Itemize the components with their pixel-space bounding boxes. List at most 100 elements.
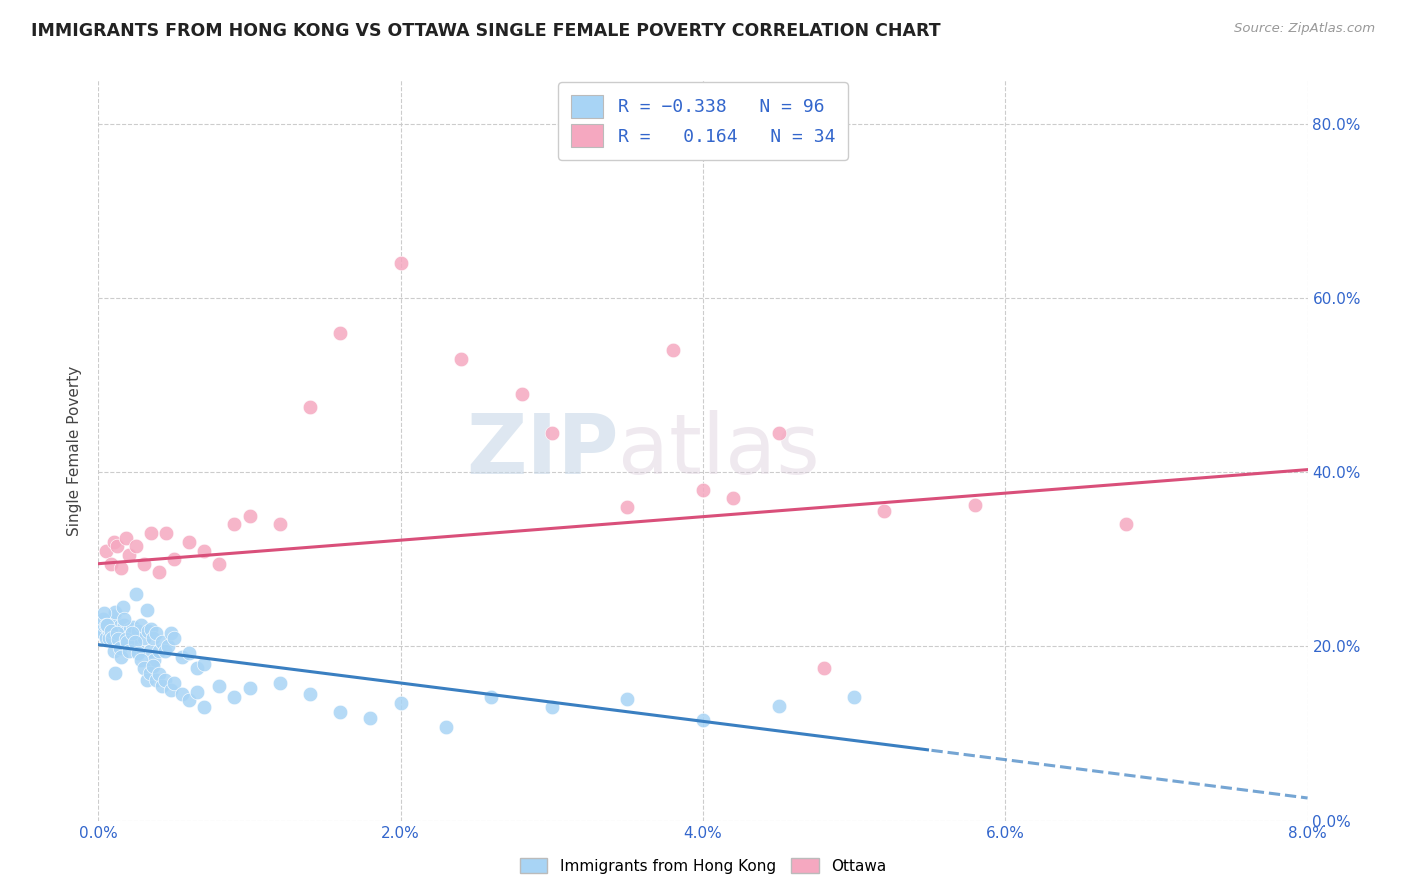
Point (96, 613, 118, 627)
Point (114, 632, 136, 647)
Point (239, 508, 262, 523)
Point (186, 661, 208, 675)
Point (110, 632, 132, 647)
Text: IMMIGRANTS FROM HONG KONG VS OTTAWA SINGLE FEMALE POVERTY CORRELATION CHART: IMMIGRANTS FROM HONG KONG VS OTTAWA SING… (31, 22, 941, 40)
Point (125, 587, 148, 601)
Point (389, 256, 412, 270)
Point (163, 552, 186, 566)
Point (170, 687, 193, 701)
Point (115, 635, 138, 649)
Point (101, 631, 124, 645)
Point (142, 658, 165, 673)
Point (179, 535, 201, 549)
Point (105, 626, 128, 640)
Point (142, 631, 165, 645)
Point (118, 644, 141, 658)
Point (155, 526, 177, 541)
Point (145, 673, 167, 687)
Point (141, 526, 163, 541)
Point (118, 631, 141, 645)
Point (329, 705, 352, 719)
Point (141, 622, 163, 636)
Point (101, 615, 124, 629)
Point (692, 714, 714, 728)
Point (96, 617, 118, 632)
Point (93, 617, 115, 632)
Point (224, 517, 246, 532)
Point (135, 603, 157, 617)
Point (121, 626, 143, 640)
Point (91, 626, 114, 640)
Point (389, 696, 412, 710)
Point (768, 698, 790, 713)
Point (114, 624, 136, 638)
Point (1115, 517, 1137, 532)
Point (616, 500, 638, 514)
Point (104, 605, 127, 619)
Point (100, 624, 122, 638)
Point (124, 631, 146, 645)
Point (360, 711, 382, 725)
Y-axis label: Single Female Poverty: Single Female Poverty (67, 366, 83, 535)
Point (127, 647, 149, 661)
Point (434, 720, 457, 734)
Point (135, 673, 157, 687)
Point (94, 617, 117, 632)
Point (148, 644, 170, 658)
Point (105, 624, 128, 638)
Point (129, 652, 152, 666)
Point (121, 626, 143, 640)
Point (481, 690, 503, 704)
Point (115, 635, 138, 649)
Point (239, 681, 262, 696)
Point (112, 617, 135, 632)
Point (661, 343, 683, 358)
Point (105, 539, 128, 553)
Point (224, 690, 246, 704)
Point (179, 647, 201, 661)
Point (540, 425, 562, 440)
Point (208, 557, 231, 571)
Point (145, 626, 167, 640)
Point (616, 691, 638, 706)
Point (120, 622, 142, 636)
Point (510, 387, 533, 401)
Point (153, 644, 176, 658)
Point (112, 611, 135, 625)
Point (692, 483, 714, 497)
Point (139, 665, 162, 680)
Point (873, 504, 896, 518)
Point (132, 631, 155, 645)
Point (124, 635, 146, 649)
Point (163, 676, 186, 690)
Point (139, 644, 162, 658)
Point (118, 548, 141, 562)
Point (94, 631, 117, 645)
Legend: Immigrants from Hong Kong, Ottawa: Immigrants from Hong Kong, Ottawa (513, 852, 893, 880)
Point (160, 626, 183, 640)
Point (122, 620, 145, 634)
Point (136, 624, 159, 638)
Point (150, 679, 173, 693)
Point (100, 557, 122, 571)
Point (98, 631, 121, 645)
Point (148, 566, 170, 580)
Text: Source: ZipAtlas.com: Source: ZipAtlas.com (1234, 22, 1375, 36)
Point (723, 491, 745, 506)
Point (98, 624, 121, 638)
Point (111, 626, 134, 640)
Point (110, 649, 132, 664)
Point (193, 543, 215, 558)
Point (94, 543, 117, 558)
Point (269, 517, 291, 532)
Point (150, 635, 173, 649)
Point (103, 609, 125, 624)
Point (110, 561, 132, 575)
Point (107, 629, 129, 643)
Point (90, 622, 112, 636)
Point (148, 667, 170, 681)
Point (111, 600, 134, 615)
Point (163, 631, 186, 645)
Point (107, 632, 129, 647)
Point (93, 607, 115, 621)
